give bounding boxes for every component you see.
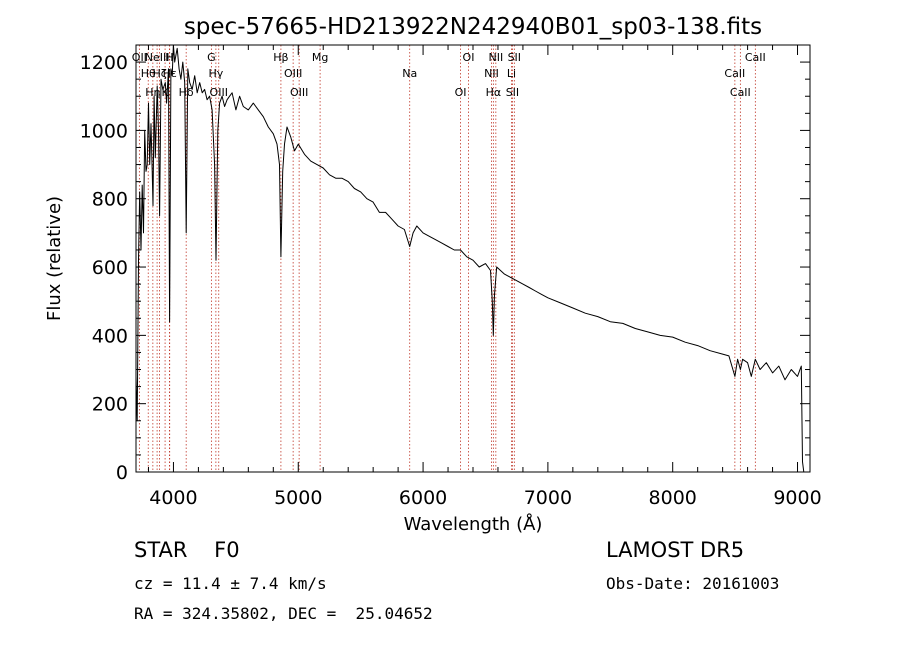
line-label: SII <box>506 86 519 99</box>
line-label: OIII <box>210 86 228 99</box>
line-label: Hε <box>163 67 177 80</box>
coordinates-label: RA = 324.35802, DEC = 25.04652 <box>134 604 433 623</box>
x-tick-label: 5000 <box>274 487 322 509</box>
obs-date-label: Obs-Date: 20161003 <box>606 574 780 593</box>
x-tick-label: 7000 <box>524 487 572 509</box>
plot-frame <box>135 44 811 473</box>
x-tick-label: 8000 <box>649 487 697 509</box>
line-label: CaII <box>730 86 751 99</box>
line-label: NeIII <box>145 51 170 64</box>
line-label: Hγ <box>208 67 223 80</box>
line-label: SII <box>508 51 521 64</box>
line-label: Mg <box>312 51 328 64</box>
line-label: H <box>165 51 173 64</box>
x-tick-label: 4000 <box>149 487 197 509</box>
redshift-label: cz = 11.4 ± 7.4 km/s <box>134 574 327 593</box>
line-label: OI <box>463 51 475 64</box>
line-label: Li <box>507 67 516 80</box>
line-label: Na <box>402 67 417 80</box>
y-axis-label: Flux (relative) <box>44 196 65 321</box>
x-tick-label: 6000 <box>399 487 447 509</box>
y-tick-label: 400 <box>92 325 128 347</box>
line-label: Hβ <box>273 51 288 64</box>
line-label: CaII <box>745 51 766 64</box>
line-label: G <box>207 51 216 64</box>
line-label: Hα <box>486 86 502 99</box>
line-label: Hη <box>145 86 160 99</box>
y-tick-label: 600 <box>92 257 128 279</box>
spectrum-line <box>135 44 805 473</box>
y-tick-label: 200 <box>92 394 128 416</box>
line-label: NII <box>484 67 499 80</box>
x-axis-label: Wavelength (Å) <box>404 513 543 535</box>
y-tick-label: 1200 <box>80 52 128 74</box>
y-tick-label: 0 <box>116 462 128 484</box>
y-tick-label: 800 <box>92 189 128 211</box>
line-label: OIII <box>284 67 302 80</box>
x-tick-label: 9000 <box>773 487 821 509</box>
line-label: Hθ <box>141 67 156 80</box>
line-label: NII <box>488 51 503 64</box>
line-label: Hζ <box>152 67 166 80</box>
survey-label: LAMOST DR5 <box>606 538 745 562</box>
y-tick-label: 1000 <box>80 120 128 142</box>
line-label: OI <box>455 86 467 99</box>
chart-title: spec-57665-HD213922N242940B01_sp03-138.f… <box>184 14 762 40</box>
line-label: Hδ <box>179 86 194 99</box>
object-class-label: STAR F0 <box>134 538 240 562</box>
line-label: OIII <box>290 86 308 99</box>
line-label: CaII <box>724 67 745 80</box>
